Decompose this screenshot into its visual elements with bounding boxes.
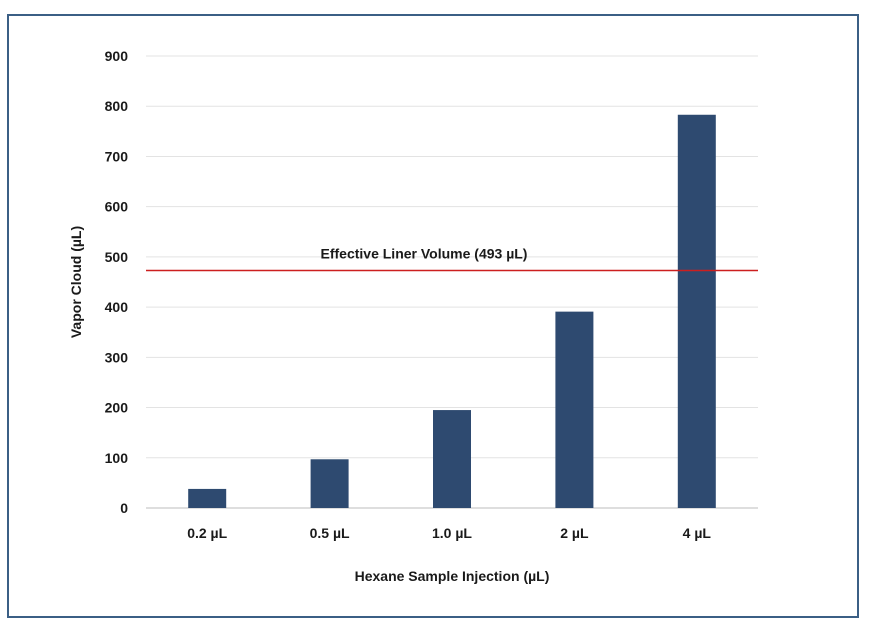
y-tick-label: 200 [105,400,129,416]
x-tick-labels: 0.2 µL 0.5 µL 1.0 µL 2 µL 4 µL [187,525,711,541]
y-tick-label: 700 [105,148,129,164]
bar [677,114,716,508]
bar [433,410,471,508]
x-tick-label: 1.0 µL [432,525,472,541]
bars [188,114,716,508]
reference-line-label: Effective Liner Volume (493 µL) [321,245,528,261]
y-tick-label: 500 [105,249,129,265]
y-tick-label: 800 [105,98,129,114]
x-tick-label: 0.5 µL [310,525,350,541]
bar [188,488,227,508]
x-axis-title: Hexane Sample Injection (µL) [355,568,550,584]
y-axis-title: Vapor Cloud (µL) [68,226,84,338]
y-tick-labels: 0 100 200 300 400 500 600 700 800 900 [105,48,129,516]
x-tick-label: 2 µL [560,525,589,541]
x-tick-label: 0.2 µL [187,525,227,541]
x-tick-label: 4 µL [683,525,712,541]
bar [310,459,349,508]
y-tick-label: 0 [120,500,128,516]
y-tick-label: 400 [105,299,129,315]
y-tick-label: 100 [105,450,129,466]
gridlines [146,55,758,509]
y-tick-label: 600 [105,199,129,215]
chart-frame [7,14,859,618]
y-tick-label: 300 [105,349,129,365]
y-tick-label: 900 [105,48,129,64]
bar [555,311,594,508]
